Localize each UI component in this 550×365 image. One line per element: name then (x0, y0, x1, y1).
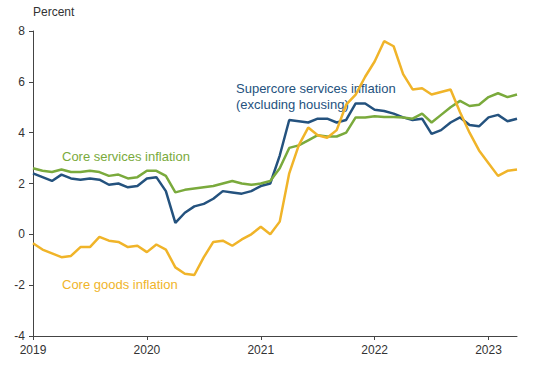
svg-text:Supercore services inflation: Supercore services inflation (236, 81, 396, 96)
svg-text:-4: -4 (14, 329, 25, 343)
svg-text:Core services inflation: Core services inflation (62, 149, 190, 164)
svg-text:2: 2 (18, 177, 25, 191)
svg-text:2020: 2020 (134, 343, 161, 357)
svg-text:2023: 2023 (475, 343, 502, 357)
svg-text:(excluding housing): (excluding housing) (236, 97, 349, 112)
svg-text:2021: 2021 (247, 343, 274, 357)
svg-text:6: 6 (18, 75, 25, 89)
svg-text:2022: 2022 (361, 343, 388, 357)
svg-text:2019: 2019 (20, 343, 47, 357)
svg-text:0: 0 (18, 227, 25, 241)
svg-text:-2: -2 (14, 278, 25, 292)
svg-text:4: 4 (18, 126, 25, 140)
svg-text:Percent: Percent (33, 5, 75, 19)
svg-text:Core goods inflation: Core goods inflation (62, 277, 178, 292)
svg-text:8: 8 (18, 24, 25, 38)
